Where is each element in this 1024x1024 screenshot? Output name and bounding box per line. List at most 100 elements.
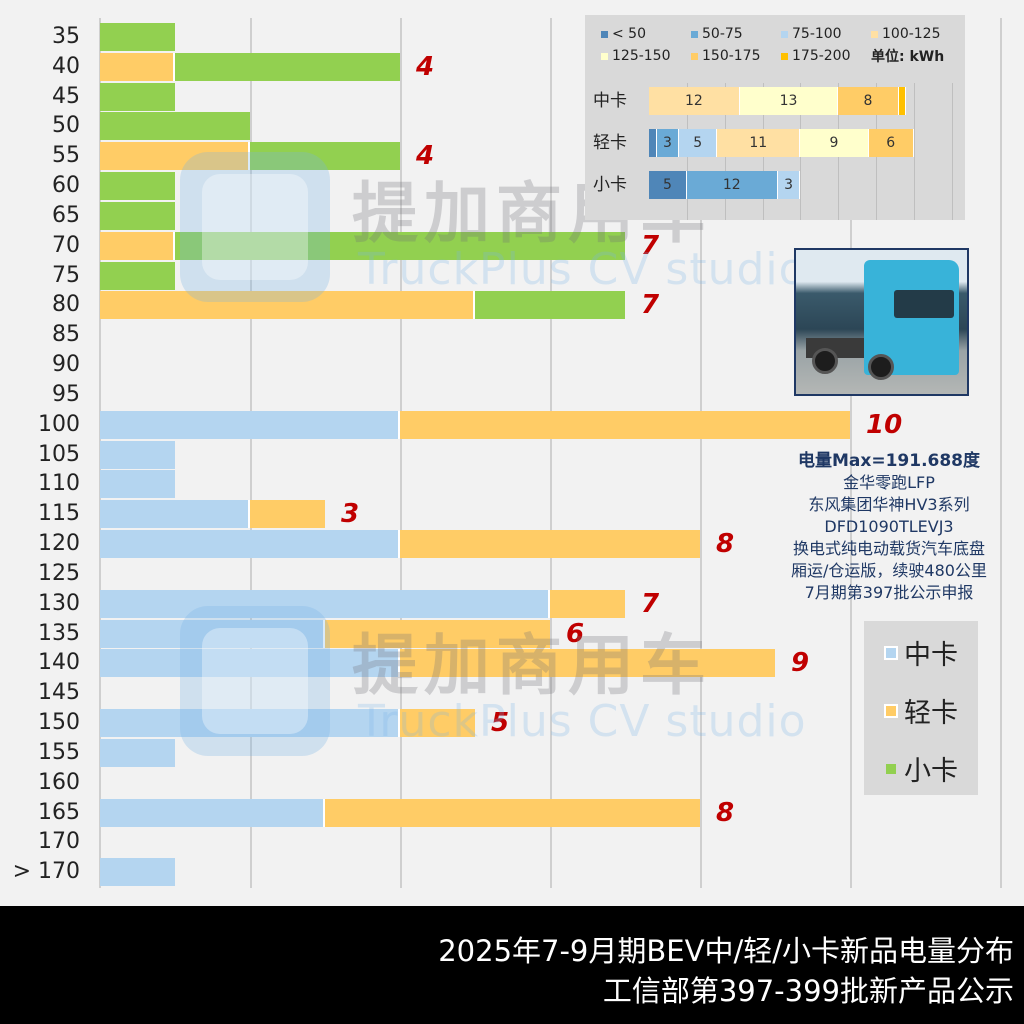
x-gridline [1000, 18, 1002, 888]
inset-legend-item: < 50 [601, 26, 691, 42]
y-axis-tick-label: 90 [52, 352, 80, 378]
bar-segment [100, 231, 175, 260]
inset-bar-segment: 12 [686, 171, 778, 199]
bar-segment [400, 410, 850, 439]
footer-subtitle: 工信部第397-399批新产品公示 [602, 974, 1014, 1008]
x-gridline [850, 18, 852, 888]
y-axis-tick-label: 100 [38, 411, 80, 437]
bar-row [100, 23, 175, 51]
y-axis-tick-label: 85 [52, 322, 80, 348]
legend-swatch [884, 645, 898, 660]
legend-swatch [884, 703, 898, 718]
y-axis-tick-label: 60 [52, 173, 80, 199]
bar-segment [100, 142, 250, 171]
inset-bar-segment: 8 [838, 87, 899, 115]
y-axis-tick-label: 80 [52, 292, 80, 318]
y-axis-tick-label: 125 [38, 560, 80, 586]
y-axis-tick-label: 150 [38, 710, 80, 736]
inset-bar-segment: 13 [739, 87, 839, 115]
inset-legend-item: 100-125 [871, 26, 961, 42]
caption-line: 换电式纯电动载货汽车底盘 [792, 539, 985, 558]
bar-row [100, 649, 775, 678]
bar-row [100, 470, 175, 499]
inset-gridline [951, 83, 953, 220]
bar-segment [175, 231, 625, 260]
y-axis-tick-label: 115 [38, 501, 80, 527]
caption-line: 金华零跑LFP [843, 473, 935, 492]
y-axis-tick-label: 55 [52, 143, 80, 169]
bar-segment [100, 291, 475, 320]
bar-row [100, 440, 175, 469]
y-axis-tick-label: 135 [38, 620, 80, 646]
bar-total-label: 7 [641, 290, 660, 321]
inset-bar: 3 5 11 9 6 [649, 129, 914, 157]
max-capacity-caption: 电量Max=191.688度 金华零跑LFP 东风集团华神HV3系列 DFD10… [758, 450, 1020, 604]
bar-segment [100, 82, 175, 111]
y-axis-tick-label: 45 [52, 83, 80, 109]
bar-row [100, 142, 400, 171]
x-gridline [700, 18, 702, 888]
bar-row [100, 530, 700, 559]
inset-bar-segment: 11 [717, 129, 801, 157]
inset-bar-segment: 3 [656, 129, 680, 157]
inset-category-label: 小卡 [593, 175, 627, 195]
bar-row [100, 82, 175, 111]
bar-segment [100, 410, 400, 439]
inset-category-label: 中卡 [593, 91, 627, 111]
bar-segment [100, 709, 400, 738]
bar-segment [475, 291, 625, 320]
bar-total-label: 6 [566, 618, 585, 649]
footer-banner: 2025年7-9月期BEV中/轻/小卡新品电量分布 工信部第397-399批新产… [0, 906, 1024, 1024]
legend-item-light-truck: 轻卡 [884, 691, 958, 730]
bar-segment [100, 530, 400, 559]
bar-segment [100, 261, 175, 290]
x-gridline [400, 18, 402, 888]
y-axis-line [99, 18, 101, 888]
inset-legend-item: 75-100 [781, 26, 871, 42]
bar-total-label: 3 [341, 499, 360, 530]
caption-line: 7月期第397批公示申报 [804, 583, 974, 602]
y-axis-tick-label: 145 [38, 680, 80, 706]
y-axis-tick-label: 75 [52, 262, 80, 288]
inset-legend: < 50 50-75 75-100 100-125 125-150 150-175 175-… [601, 23, 961, 67]
y-axis-tick-label: > 170 [12, 859, 80, 885]
bar-segment [400, 649, 775, 678]
bar-segment [100, 798, 325, 827]
y-axis-tick-label: 35 [52, 24, 80, 49]
inset-legend-item: 175-200 [781, 48, 871, 64]
bar-total-label: 9 [791, 648, 810, 679]
bar-segment [100, 858, 175, 887]
bar-segment [100, 172, 175, 201]
bar-total-label: 7 [641, 588, 660, 619]
legend-label: 轻卡 [904, 698, 958, 729]
bar-row [100, 291, 625, 320]
bar-segment [550, 589, 625, 618]
inset-gridline [913, 83, 915, 220]
bar-total-label: 10 [866, 409, 903, 440]
caption-title: 电量Max=191.688度 [797, 451, 981, 471]
inset-bar-segment: 5 [649, 171, 687, 199]
y-axis-tick-label: 130 [38, 590, 80, 616]
bar-total-label: 8 [716, 529, 735, 560]
x-gridline [250, 18, 252, 888]
bar-row [100, 231, 625, 260]
inset-bar: 5 12 3 [649, 171, 801, 199]
legend-swatch [884, 761, 898, 776]
inset-bar-segment [649, 129, 657, 157]
bar-segment [325, 619, 550, 648]
caption-line: DFD1090TLEVJ3 [824, 517, 954, 536]
caption-line: 厢运/仓运版，续驶480公里 [791, 561, 987, 580]
inset-category-label: 轻卡 [593, 133, 627, 153]
bar-row [100, 261, 175, 290]
bar-segment [325, 798, 700, 827]
y-axis-tick-label: 40 [52, 53, 80, 79]
inset-legend-item: 125-150 [601, 48, 691, 64]
y-axis-tick-label: 165 [38, 799, 80, 825]
bar-segment [400, 709, 475, 738]
bar-segment [100, 440, 175, 469]
bar-segment [100, 52, 175, 81]
legend-item-medium-truck: 中卡 [884, 633, 958, 672]
bar-segment [400, 530, 700, 559]
y-axis-tick-label: 120 [38, 531, 80, 557]
bar-segment [100, 470, 175, 499]
